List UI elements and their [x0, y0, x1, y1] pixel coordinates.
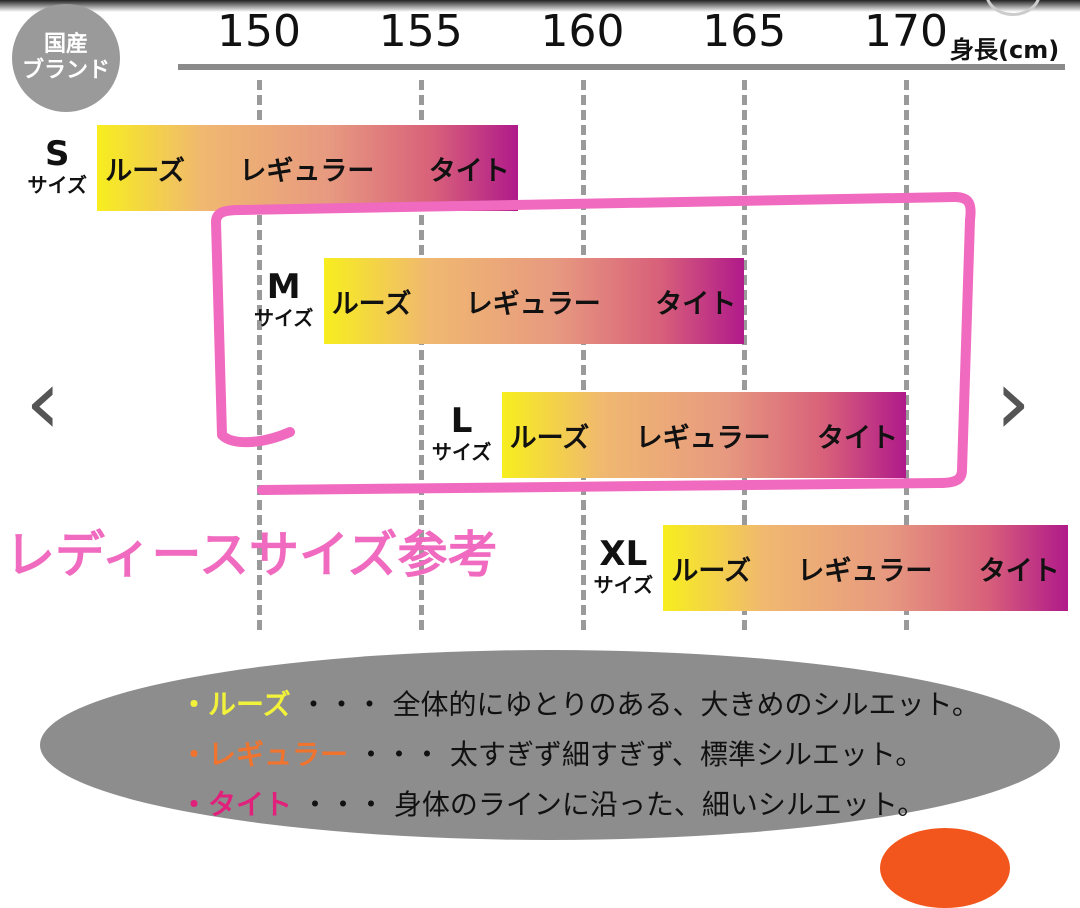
- tick-label: 155: [378, 6, 463, 57]
- bar-fit-label: ルーズ: [105, 155, 185, 187]
- highlight-stroke: [211, 192, 976, 495]
- tick-label: 170: [864, 6, 948, 57]
- bar-fit-label: レギュラー: [239, 155, 375, 187]
- size-name: L: [450, 401, 473, 441]
- legend-term: ・レギュラー: [180, 738, 349, 771]
- size-name: M: [266, 267, 301, 307]
- bar-fit-label: レギュラー: [465, 288, 601, 320]
- legend-desc: 太すぎず細すぎず、標準シルエット。: [449, 738, 924, 771]
- legend-row: ・タイト ・・・ 身体のラインに沿った、細いシルエット。: [180, 783, 925, 823]
- brand-badge-line1: 国産: [43, 32, 88, 57]
- brand-badge: 国産 ブランド: [12, 4, 120, 112]
- size-label-xl: XL サイズ: [583, 535, 663, 597]
- gridline: [580, 80, 586, 630]
- legend-term: ・ルーズ: [180, 688, 291, 721]
- size-label-l: L サイズ: [422, 402, 502, 464]
- tick-label: 150: [217, 6, 301, 57]
- gridline: [904, 80, 909, 630]
- tick-label: 160: [540, 6, 625, 57]
- axis-unit-label: 身長(cm): [950, 36, 1060, 64]
- legend-row: ・レギュラー ・・・ 太すぎず細すぎず、標準シルエット。: [180, 733, 923, 773]
- size-bar-l: ルーズ レギュラー タイト: [501, 392, 906, 478]
- size-suffix: サイズ: [253, 306, 314, 330]
- size-name: S: [45, 134, 70, 174]
- tick-label: 165: [702, 6, 787, 57]
- size-suffix: サイズ: [27, 173, 87, 197]
- bar-fit-label: ルーズ: [331, 288, 412, 320]
- legend-sep: ・・・: [356, 738, 441, 771]
- legend-desc: 身体のラインに沿った、細いシルエット。: [393, 788, 926, 821]
- bar-fit-label: レギュラー: [635, 422, 771, 454]
- top-edge: [0, 0, 1080, 12]
- size-suffix: サイズ: [593, 573, 654, 597]
- bar-fit-label: レギュラー: [797, 555, 933, 587]
- axis-line: [178, 64, 1065, 70]
- size-bar-s: ルーズ レギュラー タイト: [97, 125, 518, 211]
- legend-term: ・タイト: [180, 788, 293, 821]
- size-label-m: M サイズ: [244, 268, 324, 330]
- ladies-size-note: レディースサイズ参考: [5, 526, 498, 584]
- orange-button[interactable]: [880, 828, 1010, 908]
- gridline: [742, 80, 748, 630]
- bar-fit-label: タイト: [978, 555, 1060, 587]
- size-name: XL: [599, 534, 648, 574]
- size-bar-m: ルーズ レギュラー タイト: [323, 258, 745, 344]
- highlight-frame: [211, 192, 976, 495]
- gridline: [418, 80, 424, 630]
- bar-fit-label: ルーズ: [671, 555, 752, 587]
- size-suffix: サイズ: [431, 440, 492, 464]
- legend-panel: [40, 650, 1060, 840]
- prev-arrow-icon[interactable]: ‹: [25, 350, 61, 455]
- brand-badge-line2: ブランド: [21, 58, 110, 83]
- size-bar-xl: ルーズ レギュラー タイト: [663, 525, 1068, 611]
- bar-fit-label: ルーズ: [509, 422, 590, 454]
- bar-fit-label: タイト: [655, 288, 737, 320]
- legend-sep: ・・・: [300, 788, 385, 821]
- bar-fit-label: タイト: [817, 422, 898, 454]
- legend-sep: ・・・: [299, 688, 384, 721]
- gridline: [257, 80, 262, 630]
- legend-desc: 全体的にゆとりのある、大きめのシルエット。: [392, 688, 980, 721]
- legend-row: ・ルーズ ・・・ 全体的にゆとりのある、大きめのシルエット。: [180, 683, 980, 723]
- size-label-s: S サイズ: [17, 135, 97, 197]
- bar-fit-label: タイト: [428, 155, 510, 187]
- next-arrow-icon[interactable]: ›: [995, 350, 1031, 455]
